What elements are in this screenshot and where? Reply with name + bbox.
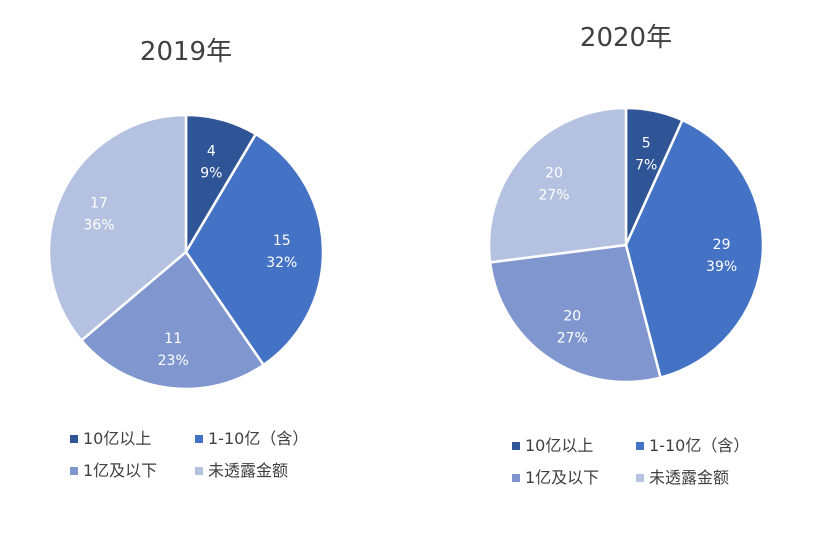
slice-percent-label: 36% bbox=[83, 218, 114, 234]
legend-swatch bbox=[512, 474, 520, 482]
pie-slice bbox=[184, 132, 325, 367]
slice-value-label: 29 bbox=[713, 237, 731, 253]
pie-chart-2: 2020年 5 7% 29 39% 20 27% 20 27% 10亿以上 1-10亿（含） 1亿及以… bbox=[487, 23, 765, 487]
pie-slice bbox=[79, 250, 266, 391]
legend-swatch bbox=[195, 467, 203, 475]
slice-percent-label: 32% bbox=[266, 255, 297, 271]
chart-title: 2019年 bbox=[140, 37, 232, 67]
chart-title: 2020年 bbox=[580, 23, 672, 53]
legend-swatch bbox=[70, 467, 78, 475]
slice-value-label: 17 bbox=[90, 196, 108, 212]
slice-percent-label: 27% bbox=[557, 331, 588, 347]
pie-slice bbox=[624, 118, 765, 380]
legend-label: 未透露金额 bbox=[208, 461, 288, 480]
slice-percent-label: 23% bbox=[158, 353, 189, 369]
legend-swatch bbox=[636, 442, 644, 450]
pie-slice bbox=[487, 106, 628, 264]
legend-label: 10亿以上 bbox=[83, 429, 151, 448]
legend-label: 10亿以上 bbox=[525, 436, 593, 455]
pie-slice bbox=[47, 113, 188, 343]
legend-label: 1-10亿（含） bbox=[208, 429, 308, 448]
legend-label: 未透露金额 bbox=[649, 468, 729, 487]
legend-swatch bbox=[70, 435, 78, 443]
pie-chart-1: 2019年 4 9% 15 32% 11 23% 17 36% 10亿以上 1-10亿（含） 1亿及以… bbox=[47, 37, 325, 480]
slice-percent-label: 7% bbox=[635, 157, 657, 173]
slice-value-label: 20 bbox=[545, 166, 563, 182]
slice-value-label: 4 bbox=[207, 144, 216, 160]
legend-swatch bbox=[512, 442, 520, 450]
slice-value-label: 20 bbox=[563, 309, 581, 325]
slice-value-label: 15 bbox=[273, 233, 291, 249]
pie-slice bbox=[488, 243, 663, 384]
slice-percent-label: 27% bbox=[538, 188, 569, 204]
legend-label: 1亿及以下 bbox=[83, 461, 157, 480]
legend-label: 1亿及以下 bbox=[525, 468, 599, 487]
slice-percent-label: 39% bbox=[706, 259, 737, 275]
slice-value-label: 11 bbox=[164, 331, 182, 347]
slice-percent-label: 9% bbox=[200, 166, 222, 182]
legend-swatch bbox=[636, 474, 644, 482]
legend-swatch bbox=[195, 435, 203, 443]
slice-value-label: 5 bbox=[642, 135, 651, 151]
legend-label: 1-10亿（含） bbox=[649, 436, 749, 455]
